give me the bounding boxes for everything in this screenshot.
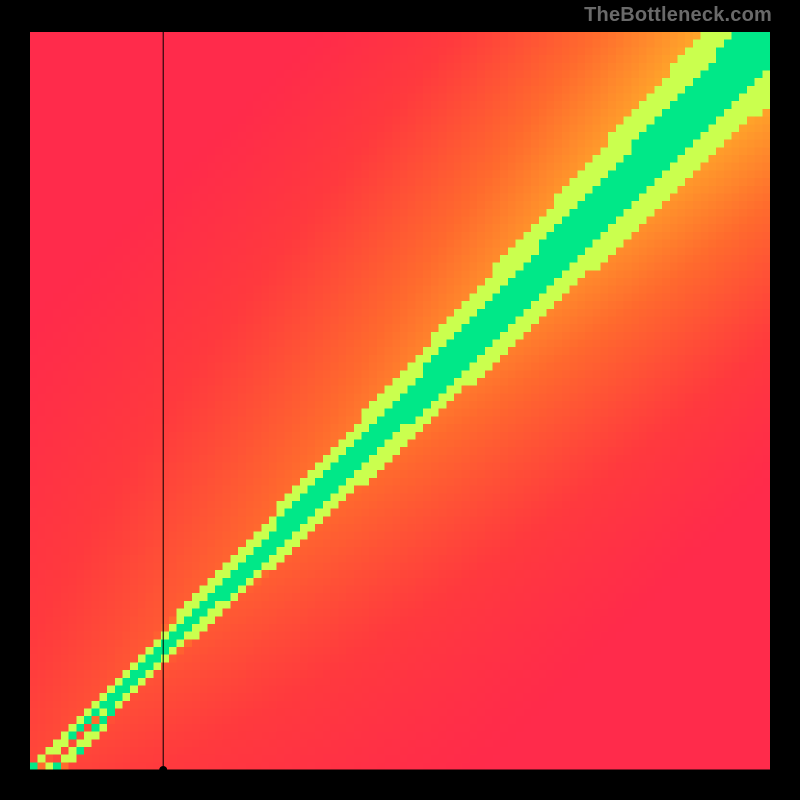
chart-root: TheBottleneck.com xyxy=(0,0,800,800)
heatmap-canvas xyxy=(30,32,770,770)
watermark-text: TheBottleneck.com xyxy=(584,4,772,27)
plot-area xyxy=(30,32,770,770)
